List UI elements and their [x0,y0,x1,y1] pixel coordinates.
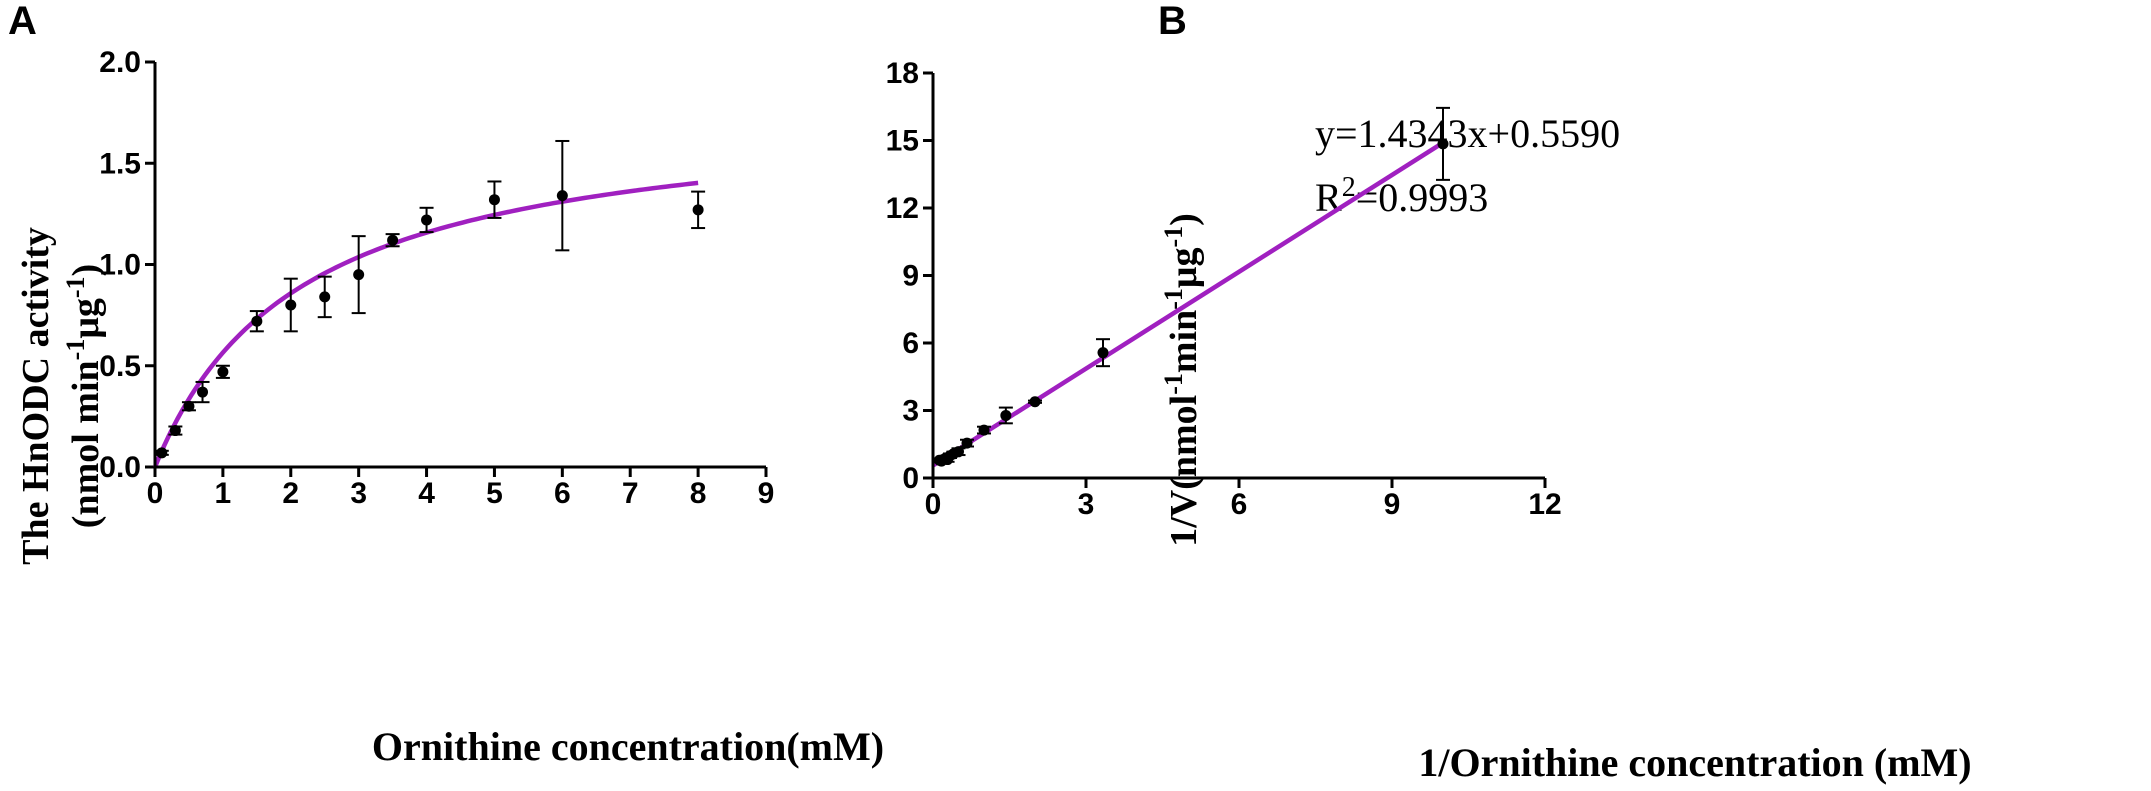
x-tick-label: 3 [1078,488,1095,521]
x-tick-label: 0 [147,477,164,510]
data-point [168,425,183,437]
y-tick-label: 0.0 [99,451,141,484]
y-tick-label: 18 [886,57,919,90]
panel-a-data-points [154,139,706,459]
panel-b-letter: B [1158,0,1187,43]
x-tick-label: 12 [1528,488,1561,521]
y-tick-label: 9 [902,260,919,293]
panel-a-y-title-line2: (nmol min-1μg-1) [61,264,108,528]
data-marker [319,291,331,303]
panel-b-ticks: 0 3 6 9 12 0 3 6 9 12 15 18 [886,57,1562,521]
data-marker [1437,138,1449,150]
panel-a-axes [153,62,766,469]
panel-b-x-title: 1/Ornithine concentration (mM) [1418,740,1971,785]
x-tick-label: 6 [1231,488,1248,521]
x-tick-label: 1 [215,477,232,510]
panel-a: A The HnODC activity (nmol min-1μg-1) 0 1… [8,0,884,769]
data-marker [285,299,297,311]
data-point [181,400,196,412]
data-marker [353,269,365,281]
y-tick-label: 6 [902,327,919,360]
data-marker [169,425,181,437]
data-marker [488,194,500,206]
data-point [1436,106,1450,181]
data-marker [217,366,229,378]
panel-b-fit-path [931,140,1445,468]
data-point [419,206,434,234]
y-tick-label: 15 [886,125,919,158]
data-point [215,364,230,379]
data-point [351,235,366,315]
panel-b-y-title: 1/V(nmol-1min-1μg-1) [1159,213,1206,547]
panel-b-fit-line [931,140,1445,468]
data-point [154,447,169,459]
data-point [960,437,975,449]
panel-b: B 1/V(nmol-1min-1μg-1) y=1.4343x+0.5590 … [886,0,1972,785]
y-tick-label: 3 [902,395,919,428]
panel-a-letter: A [8,0,37,43]
data-marker [197,386,209,398]
data-point [977,424,991,436]
x-tick-label: 2 [282,477,299,510]
y-tick-label: 1.0 [99,249,141,282]
data-point [283,277,298,333]
data-point [385,233,400,248]
x-tick-label: 3 [350,477,367,510]
data-point [555,139,570,252]
x-tick-label: 9 [758,477,775,510]
data-point [1095,338,1110,368]
panel-a-y-title-line1: The HnODC activity [15,227,57,565]
data-point [691,190,706,230]
y-tick-label: 1.5 [99,147,141,180]
panel-a-ticks: 0 1 2 3 4 5 6 7 8 9 0.0 0.5 1.0 1.5 2.0 [99,46,774,510]
y-tick-label: 0 [902,462,919,495]
x-tick-label: 5 [486,477,503,510]
data-point [195,380,210,404]
x-tick-label: 0 [925,488,942,521]
x-tick-label: 7 [622,477,639,510]
data-marker [156,447,168,459]
y-tick-label: 12 [886,192,919,225]
x-tick-label: 8 [690,477,707,510]
data-point [951,446,966,458]
data-marker [251,315,263,327]
x-tick-label: 4 [418,477,435,510]
panel-b-y-title-text: 1/V(nmol-1min-1μg-1) [1159,213,1206,547]
y-tick-label: 0.5 [99,350,141,383]
y-tick-label: 2.0 [99,46,141,79]
data-marker [961,437,973,449]
data-marker [1029,396,1041,408]
data-marker [692,204,704,216]
panel-b-equation: y=1.4343x+0.5590 [1315,111,1620,156]
data-marker [953,446,964,458]
data-marker [183,400,195,412]
panel-b-r-squared: R2=0.9993 [1315,172,1488,221]
data-point [1028,396,1042,408]
data-point [487,180,502,219]
panel-b-data-points [932,106,1450,467]
data-point [249,310,264,333]
x-tick-label: 6 [554,477,571,510]
data-marker [421,214,433,226]
data-marker [387,234,399,246]
panel-a-y-title: The HnODC activity (nmol min-1μg-1) [15,227,107,565]
data-marker [1097,347,1109,359]
x-tick-label: 9 [1384,488,1401,521]
data-marker [978,424,990,436]
panel-a-x-title: Ornithine concentration(mM) [372,724,884,769]
data-point [998,406,1013,425]
panel-b-axes [931,73,1545,480]
data-marker [1000,409,1012,421]
data-point [317,275,332,319]
data-marker [556,190,568,202]
